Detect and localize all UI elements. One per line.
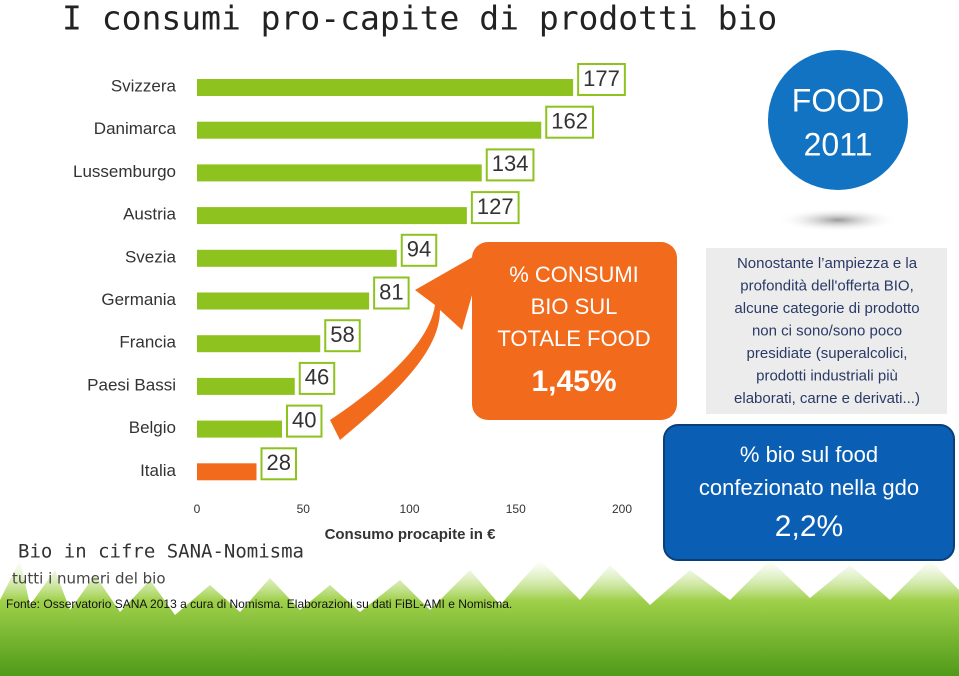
- brand-subtitle: tutti i numeri del bio: [12, 570, 166, 588]
- blue-box-value: 2,2%: [775, 510, 843, 543]
- note-text: profondità dell'offerta BIO,: [740, 277, 914, 294]
- bar: [197, 420, 282, 438]
- note-box: [706, 248, 947, 414]
- value-label-box: [260, 447, 297, 481]
- grass: [0, 560, 959, 676]
- bar: [197, 207, 467, 225]
- value-label: 94: [407, 237, 431, 262]
- x-tick-label: 100: [399, 502, 419, 516]
- bar: [197, 292, 370, 310]
- brand-title: Bio in cifre SANA-Nomisma: [18, 541, 304, 563]
- badge: [768, 50, 908, 190]
- arrow: [330, 250, 485, 440]
- x-tick-label: 0: [194, 502, 201, 516]
- value-label: 40: [292, 407, 316, 432]
- value-label-box: [485, 148, 535, 182]
- y-tick-label: Belgio: [129, 418, 176, 437]
- value-label-box: [324, 319, 361, 353]
- bar: [197, 164, 482, 182]
- value-label-box: [545, 105, 594, 139]
- note-text: presidiate (superalcolici,: [747, 345, 908, 362]
- value-label: 134: [492, 151, 529, 176]
- value-label: 46: [305, 365, 329, 390]
- orange-box-text: % CONSUMI: [509, 262, 639, 287]
- blue-box: [663, 424, 955, 561]
- y-tick-label: Svizzera: [111, 76, 177, 95]
- source: Fonte: Osservatorio SANA 2013 a cura di …: [6, 597, 512, 611]
- y-tick-label: Paesi Bassi: [87, 375, 176, 394]
- title: I consumi pro-capite di prodotti bio: [62, 0, 777, 38]
- value-label-box: [298, 361, 336, 395]
- x-tick-label: 200: [612, 502, 632, 516]
- y-tick-label: Lussemburgo: [73, 162, 176, 181]
- value-label-box: [577, 63, 626, 96]
- bar: [197, 335, 321, 353]
- blue-box-text: confezionato nella gdo: [699, 475, 919, 500]
- blue-box-text: % bio sul food: [740, 442, 878, 467]
- orange-box-text: TOTALE FOOD: [497, 326, 650, 351]
- value-label: 177: [583, 66, 620, 91]
- x-tick-label: 50: [297, 502, 311, 516]
- note-text: Nonostante l’ampiezza e la: [737, 255, 918, 272]
- y-tick-label: Italia: [140, 461, 176, 480]
- value-label: 58: [330, 322, 354, 347]
- value-label: 162: [551, 109, 588, 134]
- value-label: 127: [477, 194, 514, 219]
- bar: [197, 377, 295, 395]
- value-label-box: [373, 276, 410, 310]
- value-label-box: [400, 233, 438, 267]
- orange-box-text: BIO SUL: [531, 294, 618, 319]
- badge-shadow: [778, 208, 898, 232]
- note-text: elaborati, carne e derivati...): [734, 390, 920, 407]
- note-text: alcune categorie di prodotto: [734, 300, 919, 317]
- value-label: 81: [379, 279, 403, 304]
- value-label-box: [286, 404, 323, 438]
- bar: [197, 121, 542, 139]
- value-label: 28: [267, 450, 291, 475]
- y-tick-label: Germania: [101, 290, 176, 309]
- note-text: prodotti industriali più: [756, 367, 898, 384]
- bar: [197, 79, 574, 96]
- y-tick-label: Austria: [123, 205, 176, 224]
- bar: [197, 463, 257, 481]
- bar: [197, 249, 397, 267]
- value-label-box: [470, 191, 520, 225]
- orange-box-value: 1,45%: [531, 365, 616, 398]
- y-tick-label: Svezia: [125, 247, 177, 266]
- y-tick-label: Danimarca: [94, 119, 177, 138]
- orange-box: [472, 242, 677, 420]
- y-tick-label: Francia: [119, 333, 176, 352]
- badge-text: FOOD: [792, 82, 884, 118]
- x-tick-label: 150: [506, 502, 526, 516]
- badge-text: 2011: [804, 126, 873, 162]
- note-text: non ci sono/sono poco: [752, 322, 902, 339]
- x-axis-label: Consumo procapite in €: [325, 526, 497, 543]
